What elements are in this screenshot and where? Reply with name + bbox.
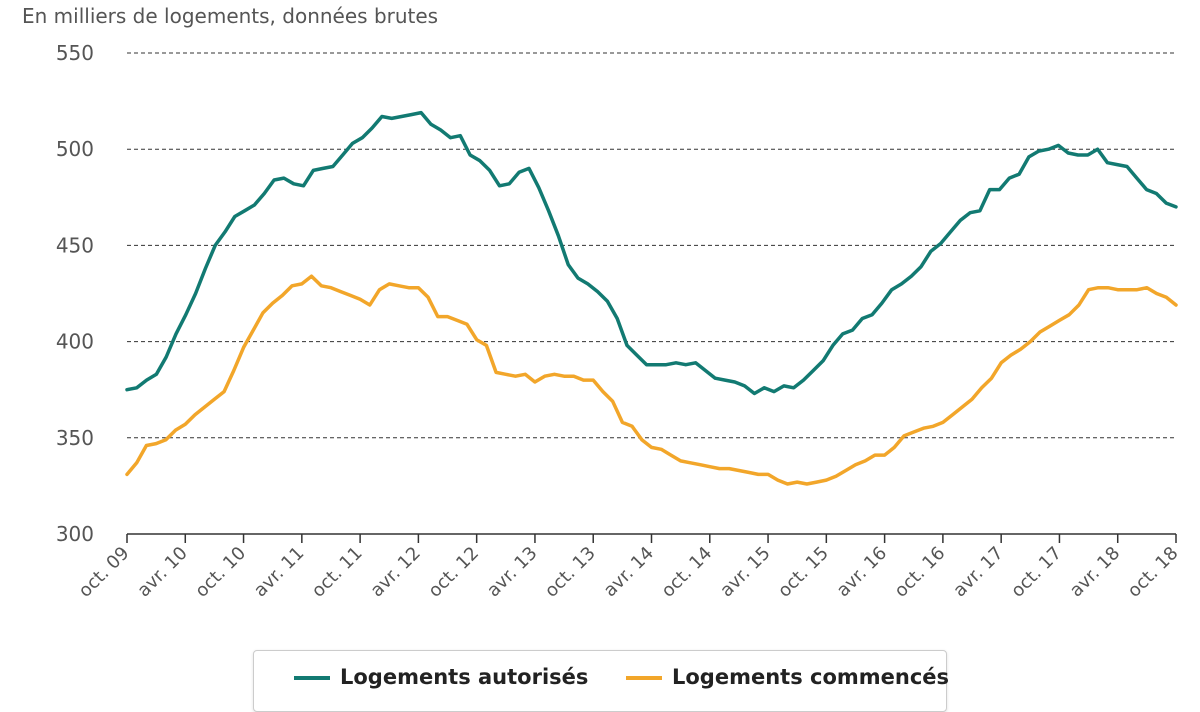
legend-swatch-commences [626,676,662,680]
x-tick-label: oct. 15 [774,543,833,602]
x-tick-label: avr. 16 [833,543,892,602]
x-tick-label: oct. 13 [541,543,600,602]
x-axis [126,533,1177,543]
series-line-autorises [125,110,1178,396]
x-tick-label: avr. 11 [250,543,309,602]
legend-item-commences[interactable]: Logements commencés [626,665,949,689]
series-lines [125,110,1178,486]
x-tick-label: avr. 12 [366,543,425,602]
x-tick-label: avr. 14 [600,543,659,602]
x-tick-label: oct. 10 [191,543,250,602]
y-tick-labels: 300 350 400 450 500 550 [56,41,94,546]
y-tick-label: 500 [56,137,94,161]
line-chart: En milliers de logements, données brutes… [22,4,1183,602]
x-tick-label: oct. 14 [657,543,716,602]
legend-label-commences: Logements commencés [672,665,950,689]
legend: Logements autorisés Logements commencés [253,650,949,712]
y-tick-label: 450 [56,233,94,257]
legend-swatch-autorises [294,676,330,680]
x-tick-label: oct. 09 [75,543,134,602]
gridlines [127,52,1176,439]
x-tick-labels: oct. 09 avr. 10 oct. 10 avr. 11 oct. 11 avr. … [75,543,1183,602]
x-tick-label: oct. 17 [1007,543,1066,602]
x-tick-label: avr. 17 [949,543,1008,602]
x-tick-label: avr. 13 [483,543,542,602]
x-tick-label: avr. 18 [1066,543,1125,602]
y-tick-label: 350 [56,426,94,450]
y-tick-label: 550 [56,41,94,65]
x-tick-label: oct. 16 [891,543,950,602]
x-tick-label: oct. 11 [308,543,367,602]
series-line-commences [125,274,1178,486]
legend-label-autorises: Logements autorisés [340,665,589,689]
y-tick-label: 300 [56,522,94,546]
x-tick-label: oct. 12 [424,543,483,602]
x-tick-label: avr. 15 [716,543,775,602]
x-tick-label: oct. 18 [1124,543,1183,602]
y-axis-label: En milliers de logements, données brutes [22,4,438,28]
y-tick-label: 400 [56,330,94,354]
x-tick-label: avr. 10 [133,543,192,602]
legend-item-autorises[interactable]: Logements autorisés [294,665,588,689]
